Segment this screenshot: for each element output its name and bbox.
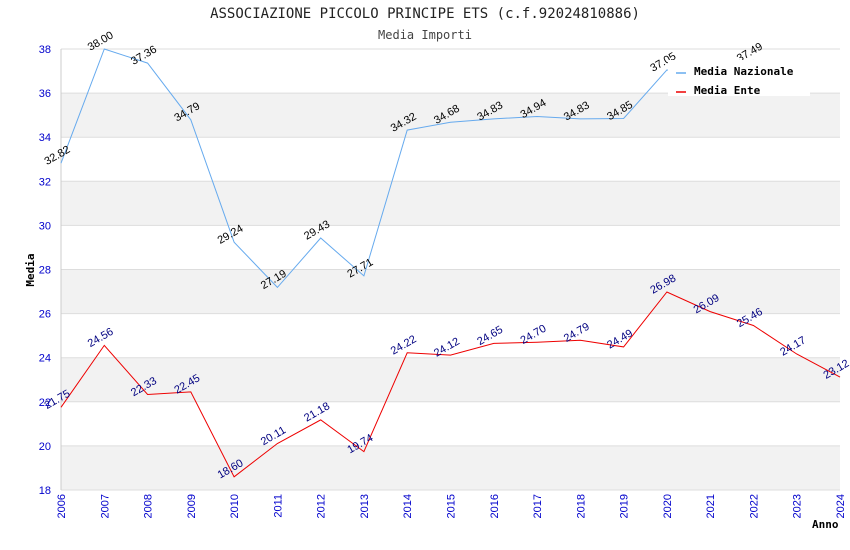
grid-lines — [60, 48, 840, 491]
grid-band — [61, 269, 840, 314]
series-line-media-nazionale — [60, 48, 754, 289]
grid-band — [61, 357, 840, 402]
y-tick-label: 24 — [39, 353, 51, 365]
x-tick-label: 2008 — [143, 494, 155, 518]
data-label: 38.00 — [86, 29, 116, 53]
y-axis-label: Media — [24, 253, 37, 286]
legend-label-media-ente: Media Ente — [694, 84, 761, 97]
x-tick-label: 2022 — [748, 494, 760, 518]
x-tick-label: 2018 — [575, 494, 587, 518]
data-label: 24.17 — [778, 334, 808, 358]
data-label: 21.18 — [302, 400, 332, 424]
y-tick-label: 36 — [39, 88, 51, 100]
x-tick-label: 2006 — [56, 494, 68, 518]
series-lines — [60, 48, 841, 478]
y-tick-label: 32 — [39, 176, 51, 188]
x-tick-label: 2021 — [705, 494, 717, 518]
x-axis-ticks: 2006 2007 2008 2009 2010 2011 2012 2013 2014 2015… — [56, 494, 847, 518]
x-tick-label: 2012 — [316, 494, 328, 518]
x-tick-label: 2023 — [792, 494, 804, 518]
x-tick-label: 2011 — [272, 494, 284, 518]
data-label: 32.82 — [43, 144, 73, 168]
y-tick-label: 38 — [39, 44, 51, 56]
x-tick-label: 2020 — [662, 494, 674, 518]
x-tick-label: 2016 — [489, 494, 501, 518]
y-tick-label: 22 — [39, 397, 51, 409]
data-label: 24.56 — [86, 326, 116, 350]
data-label: 24.70 — [519, 323, 549, 347]
chart-title: ASSOCIAZIONE PICCOLO PRINCIPE ETS (c.f.9… — [210, 6, 640, 22]
grid-band — [61, 445, 840, 490]
x-tick-label: 2013 — [359, 494, 371, 518]
data-label: 24.49 — [605, 327, 635, 351]
x-tick-label: 2015 — [446, 494, 458, 518]
data-label: 21.75 — [43, 388, 73, 412]
data-label: 20.11 — [259, 424, 288, 448]
x-tick-label: 2017 — [532, 494, 544, 518]
x-tick-label: 2024 — [835, 494, 847, 518]
y-tick-label: 30 — [39, 220, 51, 232]
y-tick-label: 26 — [39, 309, 51, 321]
data-label: 24.22 — [389, 333, 419, 357]
y-tick-label: 28 — [39, 265, 51, 277]
y-axis-ticks: 18 20 22 24 26 28 30 32 34 36 38 — [39, 44, 51, 497]
grid-band — [61, 181, 840, 226]
data-label: 24.12 — [432, 335, 462, 359]
grid-band — [61, 93, 840, 138]
legend-label-media-nazionale: Media Nazionale — [694, 65, 794, 78]
x-tick-label: 2019 — [619, 494, 631, 518]
data-label: 37.36 — [129, 44, 159, 68]
chart-subtitle: Media Importi — [378, 28, 472, 42]
y-tick-label: 18 — [39, 485, 51, 497]
x-tick-label: 2014 — [402, 494, 414, 518]
grid-bands — [61, 93, 840, 490]
legend: Media Nazionale Media Ente — [668, 60, 810, 97]
x-axis-label: Anno — [812, 518, 839, 531]
x-tick-label: 2007 — [99, 494, 111, 518]
legend-box — [668, 60, 810, 96]
y-tick-label: 34 — [39, 132, 51, 144]
data-label: 29.24 — [216, 223, 246, 247]
y-tick-label: 20 — [39, 441, 51, 453]
x-tick-label: 2010 — [229, 494, 241, 518]
x-tick-label: 2009 — [186, 494, 198, 518]
